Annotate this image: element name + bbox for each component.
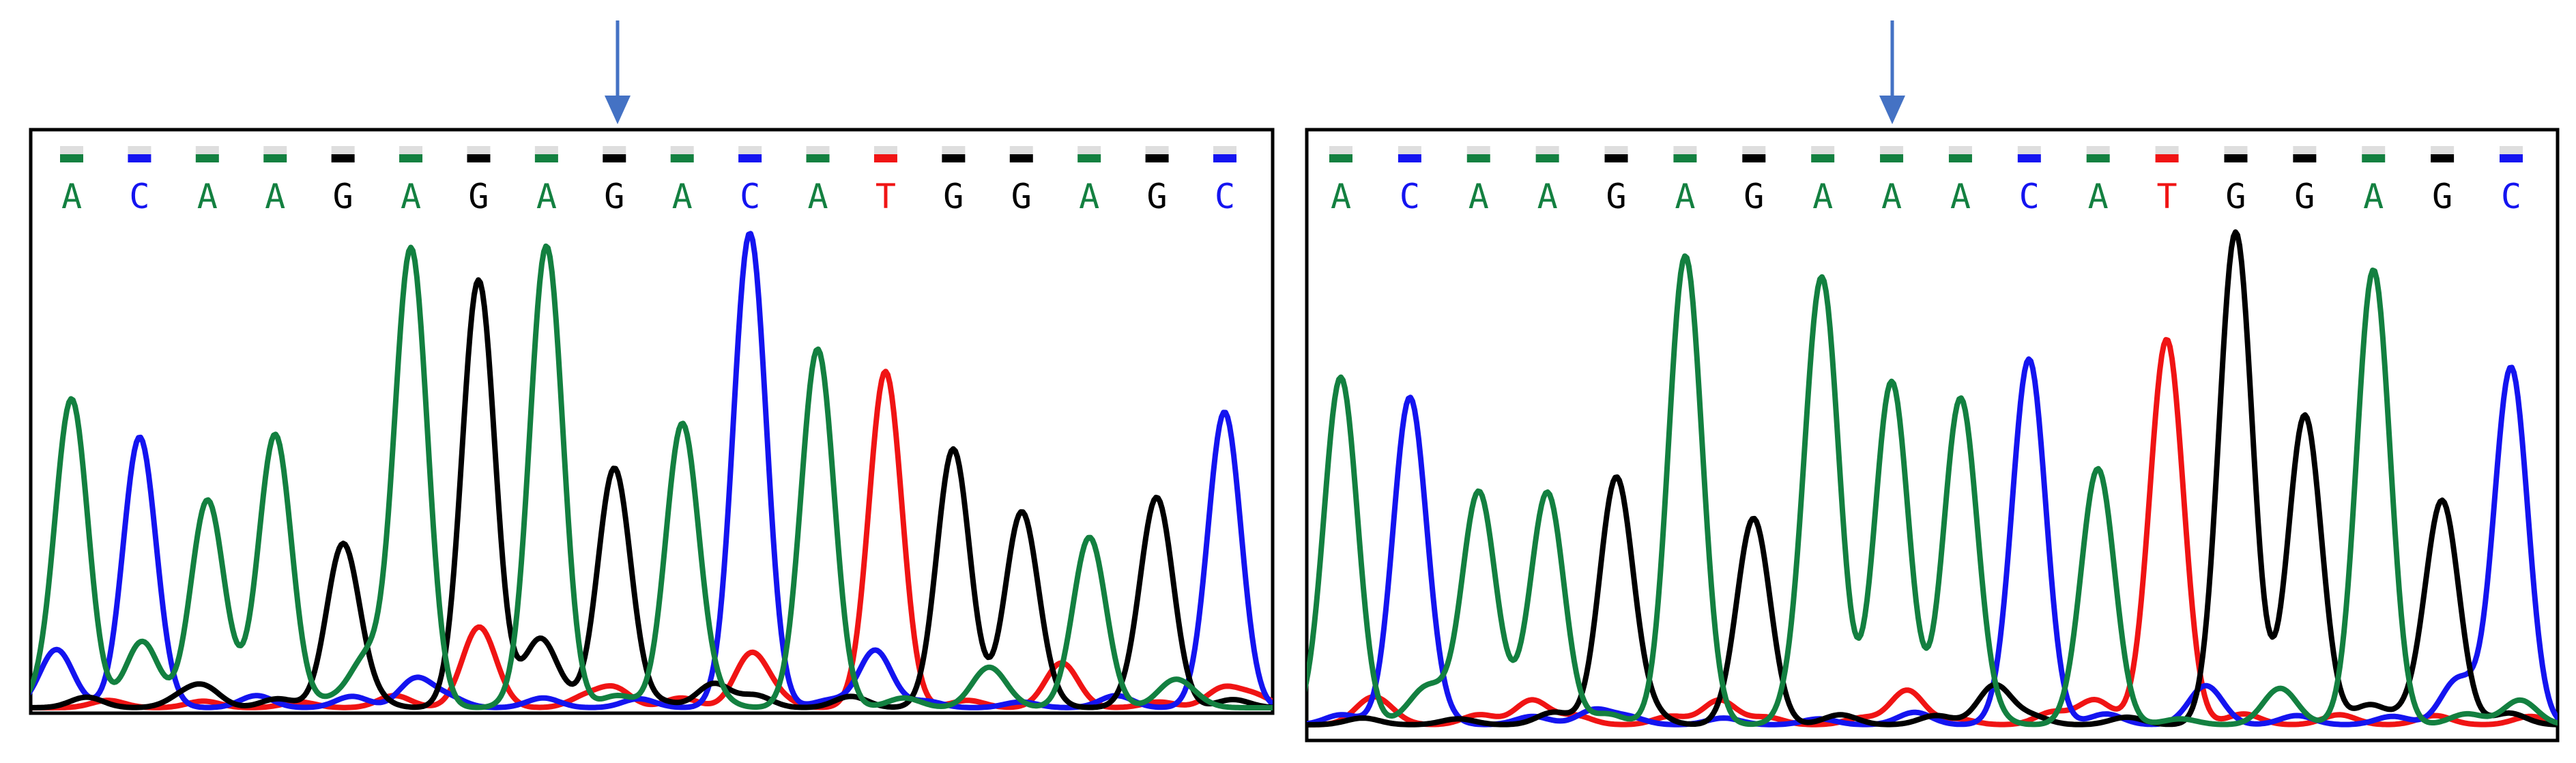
base-call-letter: A — [1079, 177, 1099, 216]
quality-bar — [1811, 146, 1835, 162]
position-arrow-icon — [1879, 20, 1905, 124]
quality-bar — [128, 146, 151, 162]
trace-C — [31, 231, 1273, 710]
quality-bar — [2155, 146, 2179, 162]
base-call-letter: G — [2432, 177, 2452, 216]
base-call-letter: G — [2225, 177, 2246, 216]
base-call-letter: A — [61, 177, 82, 216]
quality-bar — [1673, 146, 1697, 162]
quality-bar — [2086, 146, 2110, 162]
base-call-letter: C — [740, 177, 760, 216]
quality-bar — [1880, 146, 1904, 162]
base-call-letter: G — [468, 177, 489, 216]
base-call-letter: A — [672, 177, 693, 216]
trace-T — [1307, 336, 2558, 728]
base-call-letter: G — [2294, 177, 2315, 216]
quality-bar — [1604, 146, 1628, 162]
quality-bar — [331, 146, 355, 162]
base-call-letter: C — [2019, 177, 2040, 216]
quality-bar — [738, 146, 762, 162]
quality-bar — [1329, 146, 1352, 162]
quality-bar — [603, 146, 626, 162]
base-call-letter: A — [1881, 177, 1902, 216]
base-call-letter: A — [1812, 177, 1833, 216]
quality-bar — [60, 146, 83, 162]
base-call-letter: G — [1011, 177, 1032, 216]
base-call-letter: A — [2363, 177, 2384, 216]
quality-bar — [1742, 146, 1766, 162]
quality-bar — [2017, 146, 2041, 162]
trace-group — [31, 231, 1273, 710]
base-call-letter: A — [536, 177, 557, 216]
quality-bar — [195, 146, 219, 162]
trace-A — [1307, 253, 2558, 728]
base-call-letter: A — [1331, 177, 1351, 216]
position-arrow-icon — [605, 20, 631, 124]
quality-bar — [2293, 146, 2317, 162]
base-call-letter: T — [875, 177, 896, 216]
quality-bar — [1948, 146, 1972, 162]
quality-bar — [1213, 146, 1236, 162]
base-call-letter: G — [333, 177, 353, 216]
base-call-letter: A — [1950, 177, 1971, 216]
chromatogram-frame — [29, 128, 1275, 715]
quality-bar — [1398, 146, 1421, 162]
quality-bar — [263, 146, 287, 162]
trace-A — [31, 243, 1273, 710]
base-call-letter: A — [2088, 177, 2109, 216]
quality-bar — [670, 146, 694, 162]
chromatogram-frame — [1305, 128, 2560, 743]
base-call-letter: C — [1400, 177, 1420, 216]
base-call-letter: G — [1606, 177, 1626, 216]
base-call-letter: A — [807, 177, 828, 216]
base-call-letter: C — [1215, 177, 1235, 216]
quality-bar — [534, 146, 558, 162]
base-call-letter: A — [265, 177, 285, 216]
base-call-letter: G — [604, 177, 624, 216]
base-call-letter: C — [129, 177, 149, 216]
base-call-letter: G — [1147, 177, 1168, 216]
trace-G — [31, 277, 1273, 710]
quality-bar — [1466, 146, 1490, 162]
base-call-letter: A — [1468, 177, 1489, 216]
quality-bar — [942, 146, 966, 162]
base-call-letter: G — [943, 177, 964, 216]
quality-bar — [1535, 146, 1559, 162]
base-call-letter: A — [1537, 177, 1558, 216]
base-call-letter: G — [1743, 177, 1764, 216]
base-call-letter: T — [2157, 177, 2177, 216]
quality-bar — [1077, 146, 1101, 162]
quality-bar — [806, 146, 830, 162]
base-call-letter: A — [401, 177, 421, 216]
trace-G — [1307, 229, 2558, 728]
quality-bar — [2431, 146, 2455, 162]
base-call-letter: A — [197, 177, 218, 216]
quality-bar — [1009, 146, 1033, 162]
quality-bar — [399, 146, 423, 162]
quality-bar — [2362, 146, 2386, 162]
quality-bar — [2500, 146, 2523, 162]
base-call-letter: C — [2501, 177, 2521, 216]
quality-bar — [467, 146, 491, 162]
quality-bar — [873, 146, 897, 162]
quality-bar — [1145, 146, 1169, 162]
trace-group — [1307, 229, 2558, 728]
base-call-letter: A — [1675, 177, 1695, 216]
trace-T — [31, 369, 1273, 710]
quality-bar — [2224, 146, 2248, 162]
